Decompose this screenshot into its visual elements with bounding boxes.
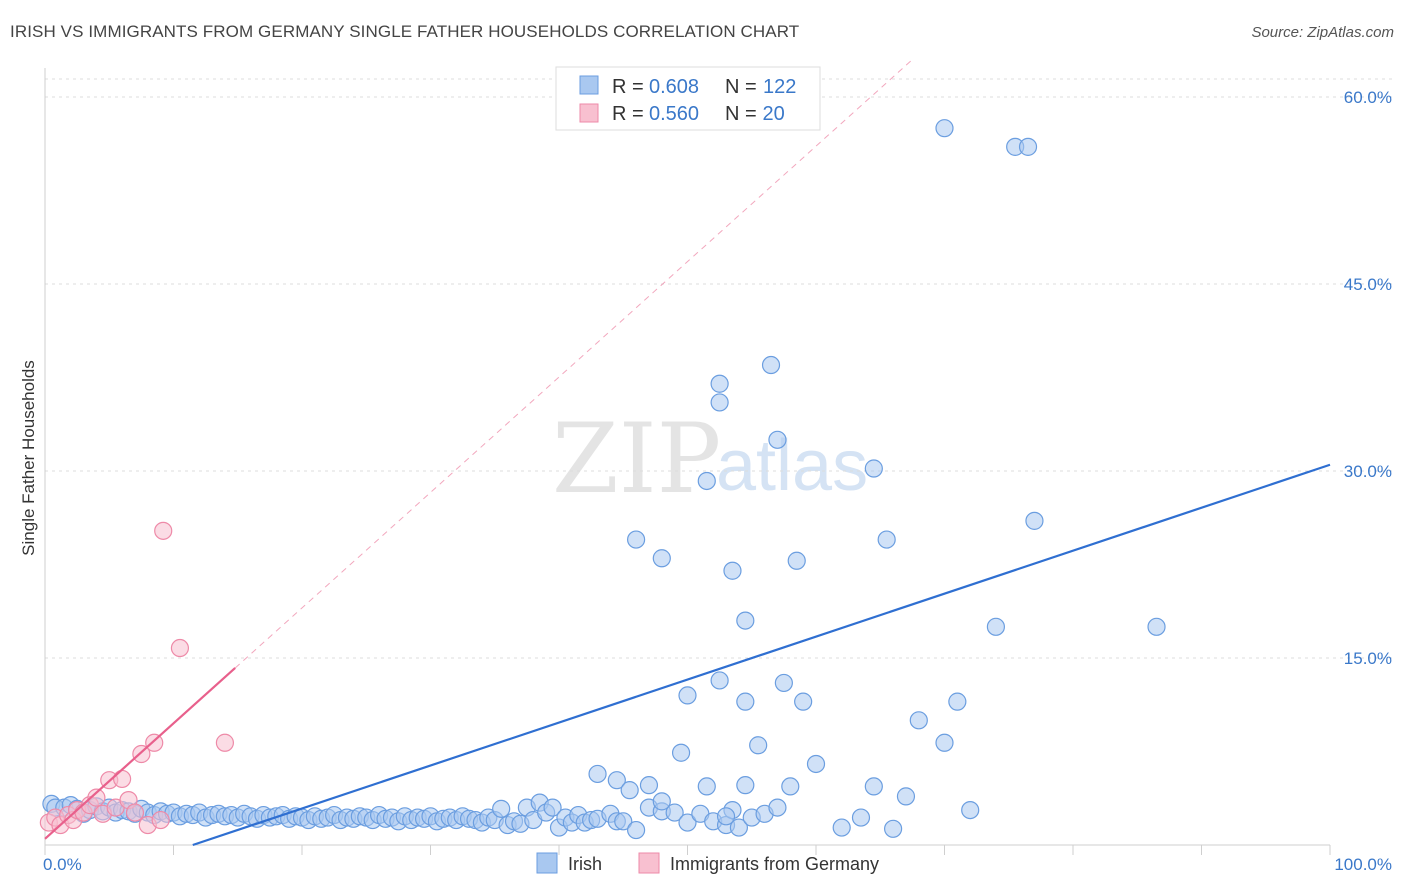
irish-point-138 bbox=[1018, 137, 1038, 156]
irish-point-120 bbox=[909, 711, 928, 730]
germany-point-12 bbox=[112, 769, 132, 789]
watermark: ZIP atlas bbox=[552, 403, 868, 515]
irish-point-136 bbox=[935, 119, 954, 138]
legend-n-value-irish: 122 bbox=[763, 76, 796, 98]
germany-point-8 bbox=[87, 788, 106, 807]
legend-r-label-irish: R = bbox=[612, 76, 644, 98]
y-tick-label-2: 45.0% bbox=[1344, 275, 1392, 294]
source-credit: Source: ZipAtlas.com bbox=[1251, 24, 1394, 41]
irish-point-121 bbox=[935, 733, 954, 752]
legend-r-value-irish: 0.608 bbox=[649, 76, 699, 98]
irish-point-142 bbox=[774, 673, 793, 693]
irish-point-102 bbox=[620, 781, 639, 800]
irish-point-115 bbox=[832, 818, 851, 837]
watermark-zip: ZIP bbox=[552, 403, 721, 515]
y-tick-label-3: 60.0% bbox=[1344, 88, 1392, 107]
y-tick-labels: 15.0% 30.0% 45.0% 60.0% bbox=[1344, 88, 1392, 668]
irish-point-141 bbox=[794, 692, 813, 711]
irish-point-107 bbox=[697, 777, 716, 796]
irish-point-131 bbox=[761, 355, 781, 375]
irish-point-135 bbox=[877, 530, 896, 549]
trend-lines bbox=[44, 59, 1331, 847]
legend-swatch-irish bbox=[579, 75, 599, 95]
irish-point-109 bbox=[716, 807, 736, 826]
legend-n-value-germany: 20 bbox=[757, 103, 785, 125]
legend-r-label-germany: R = bbox=[612, 103, 644, 125]
irish-point-103 bbox=[639, 776, 659, 795]
gridlines bbox=[45, 78, 1392, 659]
x-tick-labels: 0.0% 100.0% bbox=[43, 855, 1392, 874]
x-tick-label-max: 100.0% bbox=[1334, 855, 1392, 874]
y-tick-label-1: 30.0% bbox=[1344, 462, 1392, 481]
irish-point-134 bbox=[864, 459, 883, 478]
trend-line-1 bbox=[44, 667, 236, 840]
irish-point-114 bbox=[806, 754, 826, 774]
y-tick-label-0: 15.0% bbox=[1344, 649, 1392, 668]
irish-point-113 bbox=[781, 777, 800, 796]
irish-point-98 bbox=[729, 818, 749, 837]
germany-point-21 bbox=[215, 733, 234, 752]
y-axis-title: Single Father Households bbox=[19, 360, 38, 556]
data-points bbox=[39, 119, 1166, 840]
irish-point-116 bbox=[851, 808, 871, 827]
irish-point-118 bbox=[883, 819, 903, 838]
irish-point-127 bbox=[710, 393, 729, 412]
chart-title: IRISH VS IMMIGRANTS FROM GERMANY SINGLE … bbox=[10, 22, 800, 41]
irish-point-130 bbox=[736, 611, 755, 630]
legend-swatch-germany bbox=[579, 103, 599, 123]
irish-point-126 bbox=[697, 471, 716, 491]
irish-point-133 bbox=[787, 551, 806, 570]
legend: R = 0.608 N = 122 R = 0.560 N = 20 bbox=[555, 66, 821, 131]
irish-point-70 bbox=[492, 799, 511, 818]
legend-n-label-irish: N = bbox=[725, 76, 757, 98]
irish-point-88 bbox=[614, 812, 633, 831]
x-tick-label-min: 0.0% bbox=[43, 855, 82, 874]
irish-point-104 bbox=[652, 792, 671, 811]
watermark-atlas: atlas bbox=[716, 426, 868, 506]
irish-point-101 bbox=[607, 771, 626, 790]
irish-point-132 bbox=[768, 430, 787, 449]
irish-point-122 bbox=[986, 617, 1006, 636]
irish-point-119 bbox=[896, 787, 916, 806]
irish-point-78 bbox=[543, 798, 562, 817]
germany-point-17 bbox=[145, 733, 164, 752]
irish-point-106 bbox=[678, 686, 697, 705]
series-label-irish: Irish bbox=[568, 854, 602, 874]
series-label-germany: Immigrants from Germany bbox=[670, 854, 879, 874]
legend-r-value-germany: 0.560 bbox=[649, 103, 699, 125]
irish-point-117 bbox=[864, 777, 883, 796]
irish-point-128 bbox=[710, 374, 729, 393]
irish-point-139 bbox=[1025, 511, 1044, 530]
irish-point-92 bbox=[665, 803, 684, 822]
irish-point-112 bbox=[768, 798, 787, 817]
irish-point-125 bbox=[652, 549, 671, 568]
legend-n-label-germany: N = bbox=[725, 103, 757, 125]
germany-point-14 bbox=[125, 803, 145, 822]
germany-point-19 bbox=[154, 521, 173, 540]
irish-point-100 bbox=[588, 764, 607, 784]
irish-point-145 bbox=[736, 692, 755, 711]
irish-point-144 bbox=[948, 692, 967, 711]
germany-point-18 bbox=[151, 810, 170, 830]
irish-point-129 bbox=[723, 561, 742, 580]
trend-extension-1 bbox=[234, 59, 913, 669]
legend-box bbox=[555, 66, 821, 131]
irish-point-124 bbox=[626, 530, 646, 549]
germany-point-20 bbox=[170, 638, 190, 658]
irish-point-140 bbox=[1147, 617, 1166, 636]
axes bbox=[44, 68, 1331, 855]
series-legend: Irish Immigrants from Germany bbox=[536, 852, 879, 874]
irish-point-105 bbox=[671, 743, 691, 762]
trend-line-0 bbox=[192, 463, 1331, 847]
irish-point-93 bbox=[678, 813, 697, 832]
series-swatch-germany bbox=[638, 852, 660, 874]
irish-point-108 bbox=[710, 671, 729, 690]
irish-point-123 bbox=[961, 800, 980, 820]
irish-point-89 bbox=[626, 820, 646, 840]
series-swatch-irish bbox=[536, 852, 558, 874]
irish-point-143 bbox=[749, 736, 768, 755]
irish-point-110 bbox=[736, 776, 755, 795]
